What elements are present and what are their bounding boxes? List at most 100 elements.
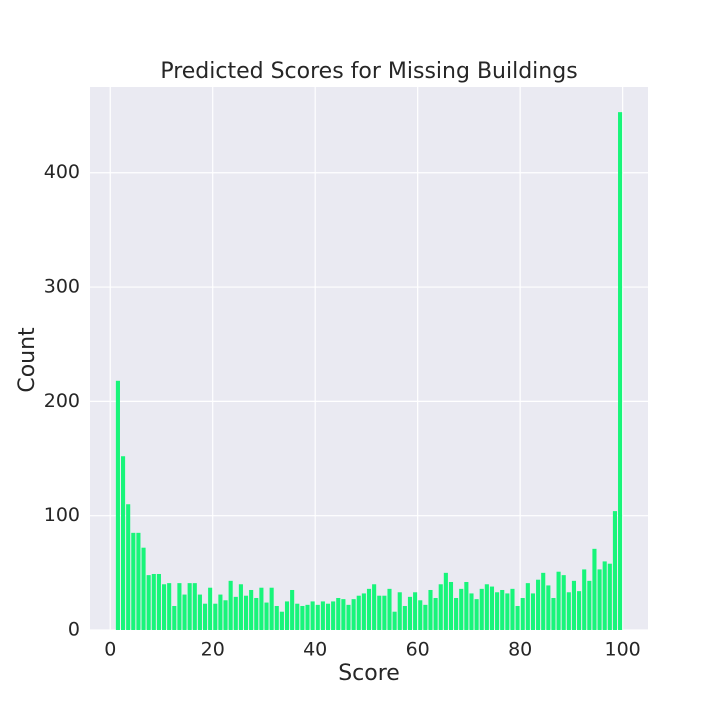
bar bbox=[351, 599, 356, 630]
bar bbox=[300, 605, 305, 630]
bar bbox=[556, 571, 561, 630]
bar bbox=[413, 592, 418, 630]
bar bbox=[454, 597, 459, 630]
bar bbox=[392, 611, 397, 630]
bar bbox=[530, 593, 536, 630]
bar bbox=[197, 594, 202, 630]
bar bbox=[423, 604, 428, 630]
bar bbox=[279, 611, 284, 630]
y-tick-label: 400 bbox=[44, 161, 80, 183]
bar bbox=[254, 597, 259, 630]
x-tick-label: 80 bbox=[508, 639, 532, 661]
bar bbox=[182, 594, 187, 630]
bar bbox=[607, 563, 612, 630]
bar bbox=[377, 595, 382, 630]
bar bbox=[536, 579, 541, 630]
bar bbox=[223, 600, 228, 630]
bar bbox=[602, 561, 607, 630]
bar bbox=[407, 596, 413, 630]
bar bbox=[520, 597, 525, 630]
bar bbox=[310, 601, 315, 630]
bar bbox=[464, 581, 469, 630]
bar bbox=[192, 583, 197, 630]
y-tick-label: 100 bbox=[44, 504, 80, 526]
bar bbox=[489, 586, 495, 630]
bar bbox=[126, 504, 131, 630]
y-tick-label: 200 bbox=[44, 390, 80, 412]
bar bbox=[582, 569, 587, 630]
bar bbox=[397, 592, 402, 630]
bar bbox=[208, 587, 213, 630]
bar bbox=[495, 592, 500, 630]
bar bbox=[438, 584, 443, 630]
bar bbox=[202, 603, 208, 630]
bar bbox=[587, 580, 592, 630]
bar bbox=[561, 575, 566, 630]
bar bbox=[218, 594, 223, 630]
bar bbox=[546, 585, 551, 630]
bar bbox=[269, 587, 274, 630]
plot-area bbox=[90, 87, 648, 630]
bar bbox=[213, 603, 218, 630]
bar bbox=[115, 380, 120, 630]
bar bbox=[382, 595, 387, 630]
bar bbox=[541, 572, 546, 630]
bar bbox=[500, 589, 505, 630]
bar bbox=[459, 588, 464, 630]
bar bbox=[418, 600, 423, 630]
bar bbox=[290, 589, 295, 630]
bar bbox=[618, 112, 623, 630]
bar bbox=[238, 584, 243, 630]
bar bbox=[448, 581, 454, 630]
bar bbox=[366, 588, 372, 630]
bar bbox=[264, 602, 269, 630]
bar bbox=[510, 588, 515, 630]
y-tick-label: 0 bbox=[68, 619, 80, 641]
bar bbox=[243, 595, 249, 630]
bar bbox=[305, 604, 310, 630]
bar bbox=[161, 584, 167, 630]
bar bbox=[571, 580, 577, 630]
bar bbox=[325, 603, 331, 630]
bar bbox=[484, 584, 489, 630]
x-tick-label: 20 bbox=[201, 639, 225, 661]
bar bbox=[566, 592, 571, 630]
bar bbox=[156, 573, 161, 630]
bar bbox=[320, 601, 325, 630]
bar bbox=[146, 575, 151, 630]
bar bbox=[372, 584, 377, 630]
bar bbox=[141, 547, 146, 630]
bar bbox=[356, 595, 361, 630]
bar bbox=[228, 580, 233, 630]
bar bbox=[341, 599, 346, 630]
bar bbox=[295, 603, 300, 630]
bar bbox=[167, 583, 172, 630]
y-axis-label: Count bbox=[15, 327, 40, 393]
bar bbox=[131, 532, 136, 630]
y-tick-label: 300 bbox=[44, 276, 80, 298]
bar bbox=[402, 605, 407, 630]
bar bbox=[479, 588, 484, 630]
bar bbox=[387, 588, 392, 630]
bar bbox=[577, 591, 582, 630]
bar bbox=[433, 597, 438, 630]
bar bbox=[233, 596, 238, 630]
bar bbox=[505, 593, 510, 630]
x-tick-label: 100 bbox=[605, 639, 641, 661]
bar bbox=[187, 583, 192, 630]
bar bbox=[121, 456, 126, 630]
bar bbox=[172, 605, 177, 630]
bar bbox=[136, 532, 141, 630]
bar bbox=[515, 605, 520, 630]
chart-title: Predicted Scores for Missing Buildings bbox=[160, 59, 577, 84]
bar bbox=[469, 593, 474, 630]
bar bbox=[443, 572, 448, 630]
x-tick-label: 60 bbox=[406, 639, 430, 661]
bar bbox=[259, 587, 264, 630]
bar bbox=[331, 601, 336, 630]
bar bbox=[428, 589, 433, 630]
bar bbox=[284, 601, 290, 630]
bar bbox=[151, 573, 156, 630]
x-axis-label: Score bbox=[338, 661, 400, 686]
bar bbox=[336, 597, 341, 630]
